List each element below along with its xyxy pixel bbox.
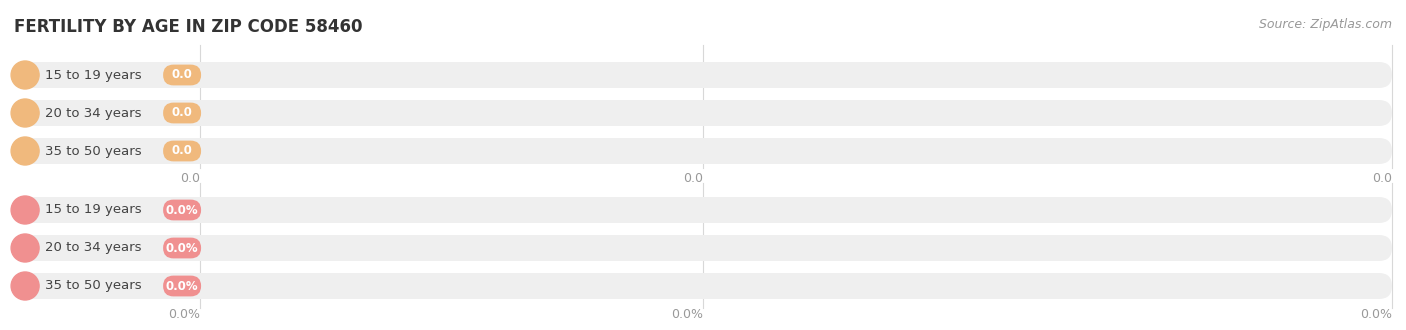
Text: 0.0%: 0.0% — [166, 242, 198, 254]
Circle shape — [11, 61, 39, 89]
FancyBboxPatch shape — [15, 273, 1392, 299]
Text: 0.0: 0.0 — [683, 172, 703, 185]
Text: 0.0%: 0.0% — [1360, 308, 1392, 321]
Text: 0.0%: 0.0% — [167, 308, 200, 321]
Text: 0.0%: 0.0% — [671, 308, 703, 321]
Text: 0.0: 0.0 — [172, 107, 193, 119]
Text: Source: ZipAtlas.com: Source: ZipAtlas.com — [1258, 18, 1392, 31]
FancyBboxPatch shape — [163, 141, 201, 161]
Text: 35 to 50 years: 35 to 50 years — [45, 145, 142, 157]
Circle shape — [11, 137, 39, 165]
FancyBboxPatch shape — [15, 100, 1392, 126]
Circle shape — [11, 234, 39, 262]
FancyBboxPatch shape — [163, 103, 201, 123]
FancyBboxPatch shape — [163, 276, 201, 296]
Text: 20 to 34 years: 20 to 34 years — [45, 107, 142, 119]
Circle shape — [11, 99, 39, 127]
Text: 0.0: 0.0 — [180, 172, 200, 185]
Text: 20 to 34 years: 20 to 34 years — [45, 242, 142, 254]
Text: 0.0%: 0.0% — [166, 280, 198, 292]
FancyBboxPatch shape — [163, 65, 201, 85]
Circle shape — [11, 272, 39, 300]
Text: 0.0%: 0.0% — [166, 204, 198, 216]
Text: 0.0: 0.0 — [172, 69, 193, 82]
FancyBboxPatch shape — [15, 138, 1392, 164]
Text: 15 to 19 years: 15 to 19 years — [45, 204, 142, 216]
Text: FERTILITY BY AGE IN ZIP CODE 58460: FERTILITY BY AGE IN ZIP CODE 58460 — [14, 18, 363, 36]
Text: 0.0: 0.0 — [172, 145, 193, 157]
FancyBboxPatch shape — [163, 200, 201, 220]
FancyBboxPatch shape — [15, 62, 1392, 88]
Circle shape — [11, 196, 39, 224]
FancyBboxPatch shape — [15, 235, 1392, 261]
Text: 35 to 50 years: 35 to 50 years — [45, 280, 142, 292]
FancyBboxPatch shape — [163, 238, 201, 258]
Text: 0.0: 0.0 — [1372, 172, 1392, 185]
Text: 15 to 19 years: 15 to 19 years — [45, 69, 142, 82]
FancyBboxPatch shape — [15, 197, 1392, 223]
